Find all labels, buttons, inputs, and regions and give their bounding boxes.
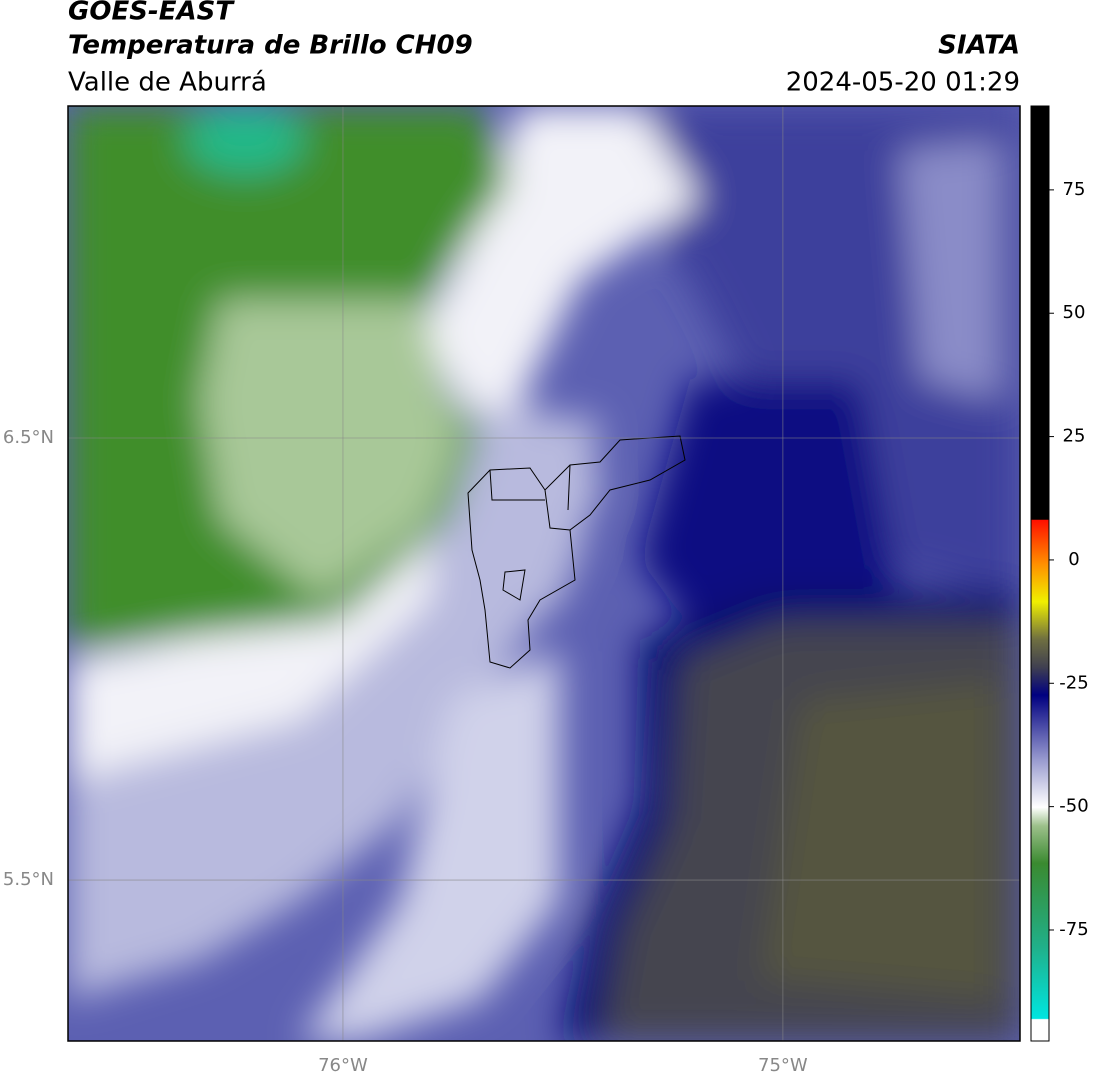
grid — [68, 106, 1020, 1041]
timestamp: 2024-05-20 01:29 — [786, 68, 1020, 98]
colorbar-tick-label: -50 — [1059, 796, 1088, 817]
title: GOES-EAST — [68, 0, 235, 27]
colorbar-tick-label: -25 — [1059, 672, 1088, 693]
source: SIATA — [938, 31, 1020, 61]
municipal-boundaries — [467, 435, 686, 669]
colorbar-tick-label: 75 — [1063, 179, 1086, 200]
colorbar-tick-label: 50 — [1063, 302, 1086, 323]
map-frame — [67, 105, 1021, 1042]
satellite-image — [68, 106, 1020, 1041]
colorbar-tick-label: -75 — [1059, 919, 1088, 940]
x-tick-label: 76°W — [318, 1055, 368, 1076]
colorbar — [1030, 105, 1050, 1042]
colorbar-tick-label: 25 — [1063, 426, 1086, 447]
y-tick-label: 5.5°N — [3, 869, 54, 890]
region: Valle de Aburrá — [68, 68, 267, 98]
colorbar-tick-label: 0 — [1068, 549, 1079, 570]
y-tick-label: 6.5°N — [3, 427, 54, 448]
subtitle: Temperatura de Brillo CH09 — [68, 31, 473, 61]
x-tick-label: 75°W — [758, 1055, 808, 1076]
